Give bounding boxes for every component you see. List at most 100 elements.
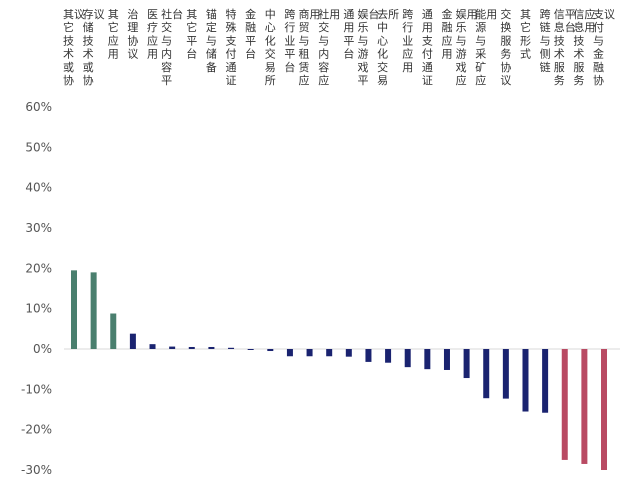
category-label-char: 金 [441, 7, 452, 21]
category-label-char: 技 [83, 34, 94, 47]
y-tick-label: -30% [21, 463, 52, 477]
category-label-char: 或 [63, 61, 74, 74]
bar [404, 349, 411, 368]
y-tick-label: 40% [25, 181, 52, 195]
category-label-char: 协 [593, 73, 604, 87]
bar [601, 349, 608, 470]
y-tick-label: -10% [21, 382, 52, 396]
category-label-char: 交 [500, 7, 511, 21]
category-label-char: 务 [573, 74, 584, 87]
bar [483, 349, 490, 399]
bars [71, 270, 608, 470]
category-label-char: 心 [265, 21, 276, 34]
category-label-char: 跨 [402, 8, 413, 21]
category-label-char: 中 [265, 8, 276, 21]
category-label-char: 与 [299, 34, 310, 47]
category-label-char: 协 [83, 73, 94, 87]
category-label-char: 金 [593, 47, 604, 61]
category-label-char: 付 [422, 48, 433, 61]
category-label-char: 其 [186, 8, 197, 21]
category-label-char: 融 [441, 21, 452, 34]
category-label-char: 术 [554, 48, 565, 61]
y-tick-label: 30% [25, 221, 52, 235]
bar [169, 346, 176, 349]
category-label-char: 平 [357, 74, 368, 87]
category-label-char: 戏 [456, 61, 467, 74]
category-label-char: 行 [402, 21, 413, 34]
bar [385, 349, 392, 363]
category-label-char: 与 [593, 34, 604, 47]
category-label-char: 易 [377, 74, 388, 87]
category-label-char: 备 [206, 60, 217, 74]
category-label-char: 其 [63, 8, 74, 21]
category-label-char: 金 [245, 7, 256, 21]
category-label-char: 化 [265, 33, 276, 47]
bar [365, 349, 372, 362]
bar [267, 349, 274, 352]
category-label-char: 医 [147, 8, 158, 21]
category-label-char: 或 [83, 61, 94, 74]
category-label-char: 殊 [226, 20, 237, 34]
category-label-char: 所 [265, 74, 276, 87]
category-label-char: 所 [388, 8, 399, 21]
category-label-char: 理 [127, 21, 138, 34]
category-label-char: 信 [573, 8, 584, 21]
category-label-char: 与 [540, 34, 551, 47]
y-tick-label: -20% [21, 423, 52, 437]
category-label-char: 与 [161, 34, 172, 47]
category-label-char: 交 [265, 47, 276, 61]
category-label-char: 支 [226, 34, 237, 47]
bar [90, 272, 97, 349]
category-label-char: 特 [226, 7, 237, 21]
category-label-char: 平 [186, 34, 197, 47]
bar [542, 349, 549, 413]
bar [345, 349, 352, 357]
bar [502, 349, 509, 399]
bar [228, 347, 235, 349]
category-label-char: 议 [74, 8, 85, 21]
category-label-char: 戏 [357, 61, 368, 74]
category-label-char: 去 [377, 8, 388, 21]
category-label-char: 台 [245, 47, 256, 61]
category-label-char: 行 [284, 21, 295, 34]
category-label-char: 术 [573, 48, 584, 61]
category-label-char: 用 [422, 21, 433, 34]
category-label-char: 协 [127, 33, 138, 47]
category-label-char: 应 [147, 33, 158, 47]
bar [443, 349, 450, 370]
bar [581, 349, 588, 464]
category-label-char: 用 [310, 8, 321, 21]
category-label-char: 容 [318, 60, 329, 74]
bar [306, 349, 313, 357]
category-label-char: 服 [573, 61, 584, 74]
category-label-char: 信 [554, 8, 565, 21]
category-label-char: 息 [573, 20, 584, 34]
category-label-char: 赁 [299, 60, 310, 74]
category-label-char: 台 [284, 60, 295, 74]
category-label-char: 融 [593, 61, 604, 74]
category-label-char: 交 [161, 20, 172, 34]
category-label-char: 与 [475, 34, 486, 47]
bar [463, 349, 470, 379]
category-label-char: 与 [456, 34, 467, 47]
category-label-char: 中 [377, 21, 388, 34]
bar [561, 349, 568, 460]
category-label-char: 应 [108, 33, 119, 47]
category-label-char: 术 [63, 48, 74, 61]
category-label-char: 平 [284, 48, 295, 61]
y-tick-label: 50% [25, 140, 52, 154]
category-label-char: 台 [368, 7, 379, 21]
